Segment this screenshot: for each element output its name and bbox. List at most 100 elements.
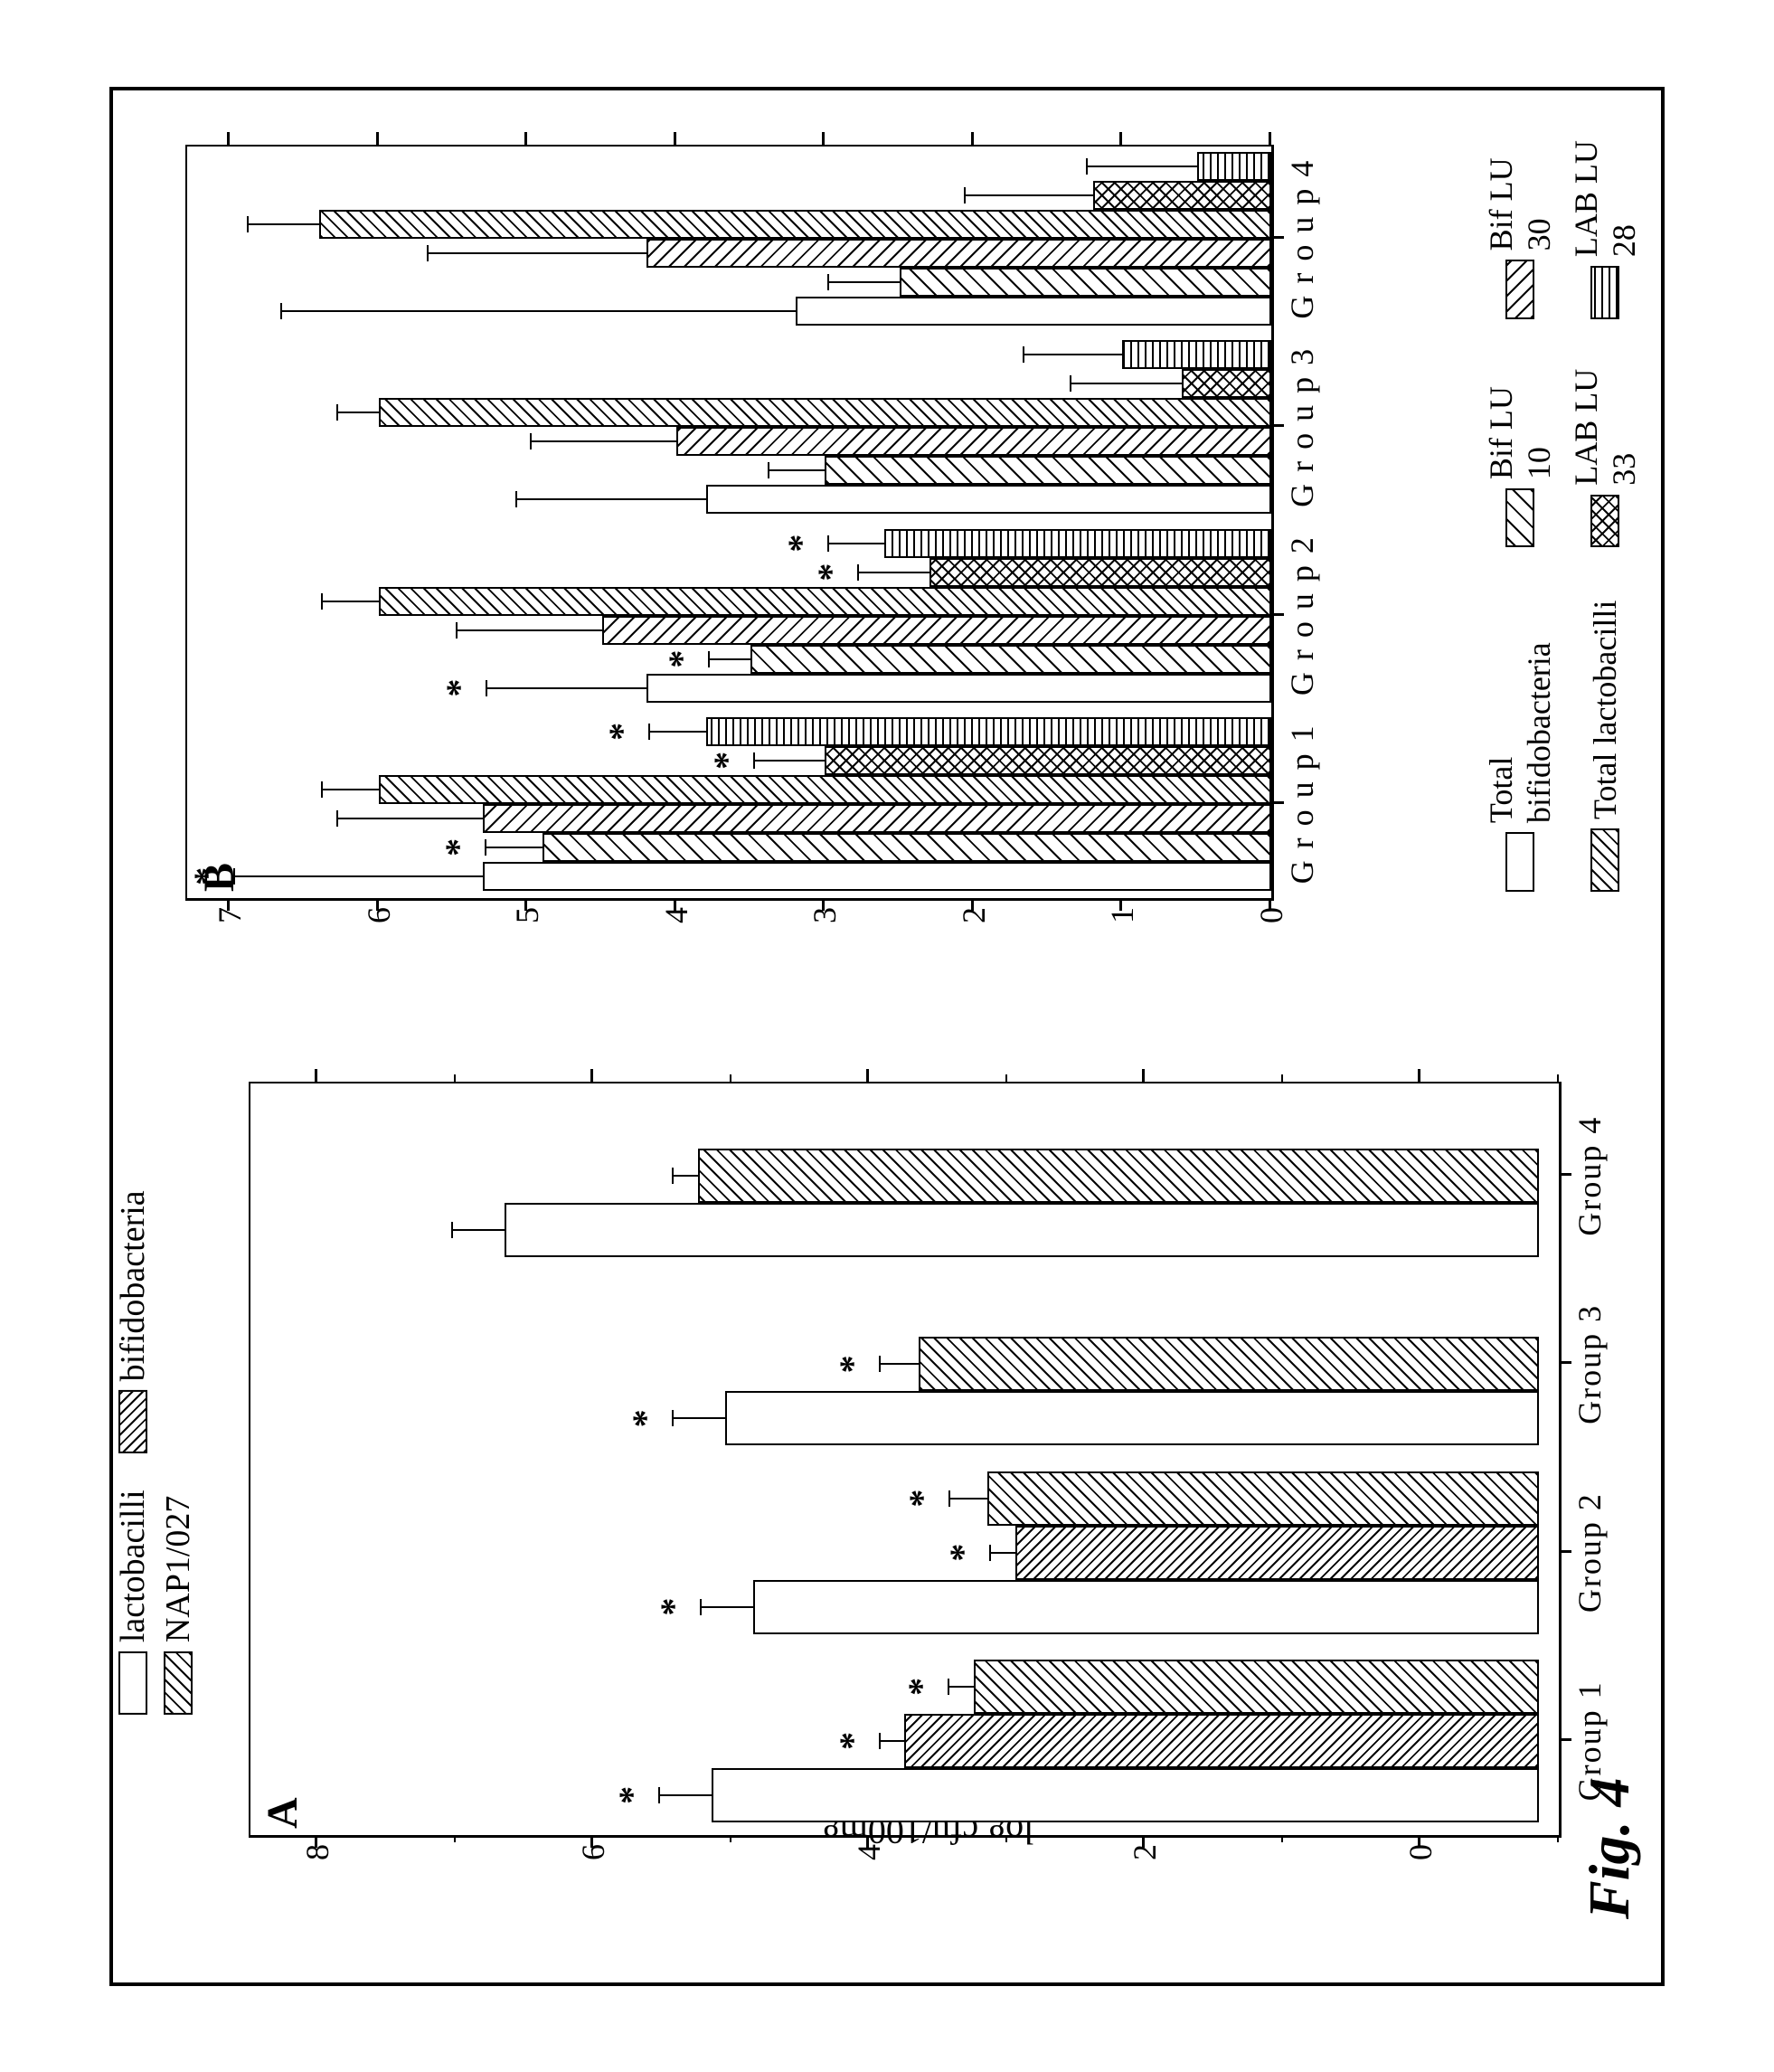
- significance-star: *: [652, 1597, 694, 1615]
- group: Group 4: [249, 1082, 1559, 1270]
- ytick-label: 6: [574, 1844, 612, 1898]
- error-bar: [515, 498, 708, 500]
- bar: [1122, 340, 1271, 369]
- bar: [1197, 152, 1271, 181]
- group: Group 1***: [249, 1646, 1559, 1834]
- ytick-mark-right: [971, 132, 974, 145]
- legend-item: LAB LU 33: [1567, 355, 1643, 547]
- bar: *: [750, 644, 1271, 673]
- error-bar: [948, 1497, 989, 1499]
- bar: *: [919, 1337, 1539, 1391]
- xtick-mark: [1271, 424, 1284, 427]
- legend-item: Bif LU 10: [1482, 355, 1558, 547]
- ytick-minor-right: [1005, 1074, 1007, 1082]
- figure-frame: lactobacillibifidobacteriaNAP1/027 A log…: [109, 87, 1665, 1986]
- bar: *: [1015, 1525, 1540, 1579]
- xtick-mark: [1559, 1737, 1571, 1740]
- page: lactobacillibifidobacteriaNAP1/027 A log…: [0, 0, 1774, 2072]
- significance-star: *: [901, 1489, 943, 1507]
- error-bar: [451, 1229, 506, 1231]
- group: G r o u p 1****: [185, 709, 1271, 897]
- ytick-label: 6: [360, 907, 398, 961]
- bar: [900, 268, 1271, 297]
- bar: [379, 398, 1271, 427]
- error-bar: [486, 686, 648, 688]
- error-bar: [827, 542, 886, 544]
- panel-b: B log DNA copy no/100 mg 01234567G r o u…: [140, 127, 1643, 1009]
- legend-label: Total lactobacilli: [1586, 600, 1624, 818]
- significance-star: *: [624, 1409, 666, 1427]
- error-bar: [672, 1175, 699, 1177]
- error-bar: [247, 223, 321, 225]
- ytick-minor-right: [454, 1074, 456, 1082]
- ytick-minor: [1281, 1835, 1283, 1842]
- groups: Group 1***Group 2***Group 3**Group 4: [249, 1082, 1559, 1835]
- ytick-label: 7: [211, 907, 249, 961]
- xtick-mark: [1271, 800, 1284, 803]
- legend-label: Bif LU 30: [1482, 127, 1558, 251]
- bar: *: [904, 1713, 1539, 1767]
- bar: *: [884, 528, 1271, 557]
- legend-swatch: [1505, 260, 1534, 318]
- ytick-label: 4: [850, 1844, 888, 1898]
- bar: [825, 456, 1271, 485]
- ytick-minor: [1005, 1835, 1007, 1842]
- ytick-mark-right: [590, 1069, 593, 1082]
- ytick-mark-right: [822, 132, 825, 145]
- ytick-label: 8: [298, 1844, 336, 1898]
- xtick-mark: [1559, 1173, 1571, 1176]
- ytick-mark-right: [1142, 1069, 1145, 1082]
- ytick-label: 1: [1103, 907, 1141, 961]
- ytick-label: 5: [508, 907, 546, 961]
- error-bar: [1023, 354, 1124, 355]
- ytick-minor-right: [1557, 1074, 1559, 1082]
- significance-star: *: [600, 722, 643, 740]
- legend-swatch: [1505, 832, 1534, 892]
- groups: G r o u p 1****G r o u p 2****G r o u p …: [185, 145, 1271, 898]
- error-bar: [336, 817, 485, 818]
- bar: [1182, 369, 1271, 398]
- xtick-mark: [1559, 1361, 1571, 1364]
- bar: [1093, 181, 1271, 210]
- bar: *: [706, 716, 1271, 745]
- legend-label: LAB LU 28: [1567, 127, 1643, 257]
- error-bar: [280, 310, 797, 312]
- bar: [706, 485, 1271, 514]
- ytick-minor: [1557, 1835, 1559, 1842]
- figure-caption: Fig. 4: [1576, 1777, 1643, 1918]
- legend-swatch: [1590, 494, 1619, 547]
- ytick-minor-right: [1281, 1074, 1283, 1082]
- plot-a: 02468Group 1***Group 2***Group 3**Group …: [249, 1082, 1562, 1838]
- ytick-label: 4: [657, 907, 695, 961]
- error-bar: [948, 1685, 975, 1687]
- bar: *: [753, 1579, 1539, 1633]
- group-label: Group 2: [1571, 1492, 1609, 1613]
- error-bar: [648, 730, 707, 732]
- bar: [698, 1149, 1539, 1203]
- error-bar: [879, 1739, 906, 1741]
- ytick-mark-right: [1119, 132, 1122, 145]
- significance-star: *: [185, 866, 228, 885]
- legend-item: Bif LU 30: [1482, 127, 1558, 319]
- ytick-mark-right: [1418, 1069, 1420, 1082]
- bar: [676, 427, 1271, 456]
- group: G r o u p 2****: [185, 521, 1271, 709]
- panel-a: A log cfu/100mg 02468Group 1***Group 2**…: [140, 1064, 1643, 1946]
- bar: [602, 615, 1271, 644]
- xtick-mark: [1271, 236, 1284, 239]
- error-bar: [456, 629, 604, 630]
- legend-label: Bif LU 10: [1482, 355, 1558, 478]
- error-bar: [708, 658, 752, 659]
- legend-label: Total bifidobacteria: [1482, 583, 1558, 823]
- legend-swatch: [1505, 488, 1534, 547]
- error-bar: [233, 875, 485, 876]
- significance-star: *: [900, 1677, 942, 1695]
- group-label: G r o u p 1: [1283, 724, 1321, 884]
- error-bar: [1086, 166, 1199, 167]
- ytick-mark-right: [674, 132, 676, 145]
- group: G r o u p 4: [185, 145, 1271, 333]
- bar: *: [825, 745, 1271, 774]
- plot-b: 01234567G r o u p 1****G r o u p 2****G …: [185, 145, 1274, 901]
- bar: *: [483, 861, 1271, 890]
- error-bar: [827, 281, 901, 283]
